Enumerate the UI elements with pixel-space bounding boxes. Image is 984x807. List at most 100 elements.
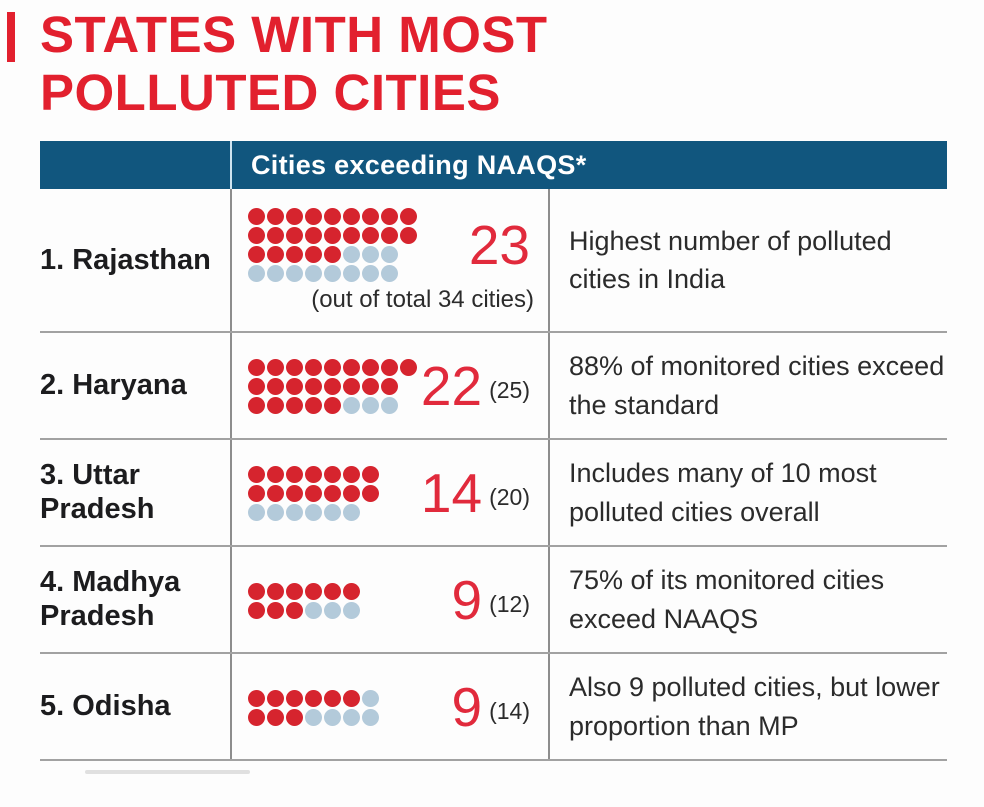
dot-within-icon [381, 265, 398, 283]
dot-exceeding-icon [381, 208, 398, 226]
note-text: 75% of its monitored cities exceed NAAQS [548, 547, 947, 653]
dot-exceeding-icon [286, 227, 303, 245]
dot-exceeding-icon [248, 378, 265, 396]
dot-exceeding-icon [248, 601, 265, 619]
dots-cell: 14 (20) [230, 440, 548, 546]
dots-cell: 9 (14) [230, 654, 548, 760]
count-value: 14 [420, 462, 483, 525]
state-label: 4. Madhya Pradesh [40, 566, 181, 632]
dot-exceeding-icon [267, 582, 284, 600]
dot-within-icon [324, 265, 341, 283]
dot-within-icon [305, 504, 322, 522]
state-label: 5. Odisha [40, 690, 171, 723]
count-value: 9 [451, 569, 483, 632]
dot-exceeding-icon [248, 208, 265, 226]
dot-exceeding-icon [286, 246, 303, 264]
note-text: Includes many of 10 most polluted cities… [548, 440, 947, 546]
dot-exceeding-icon [305, 689, 322, 707]
dot-exceeding-icon [324, 689, 341, 707]
count-group: 9 (14) [452, 680, 539, 735]
dot-within-icon [343, 601, 360, 619]
title-line-1: STATES WITH MOST [40, 6, 548, 63]
dot-exceeding-icon [286, 378, 303, 396]
dot-exceeding-icon [248, 689, 265, 707]
dot-exceeding-icon [286, 485, 303, 503]
dot-within-icon [362, 689, 379, 707]
page-title: STATES WITH MOST POLLUTED CITIES [40, 6, 984, 121]
dot-exceeding-icon [267, 689, 284, 707]
total-value: (20) [489, 484, 530, 511]
dot-exceeding-icon [305, 359, 322, 377]
dot-exceeding-icon [324, 485, 341, 503]
dot-grid [248, 582, 360, 619]
dot-within-icon [305, 265, 322, 283]
dot-within-icon [267, 265, 284, 283]
count-group: 9 (12) [452, 573, 539, 628]
dots-cell: 9 (12) [230, 547, 548, 653]
dot-within-icon [343, 265, 360, 283]
dot-exceeding-icon [324, 397, 341, 415]
dot-exceeding-icon [362, 208, 379, 226]
dot-exceeding-icon [286, 582, 303, 600]
dot-exceeding-icon [324, 227, 341, 245]
title-line-2: POLLUTED CITIES [40, 63, 501, 121]
dot-exceeding-icon [286, 397, 303, 415]
dot-exceeding-icon [305, 397, 322, 415]
dot-row [248, 504, 379, 522]
dot-row [248, 466, 379, 484]
count-value: 22 [420, 355, 483, 418]
dot-grid [248, 689, 379, 726]
dot-grid [248, 359, 417, 415]
dot-exceeding-icon [305, 582, 322, 600]
count-value: 23 [468, 213, 530, 276]
dot-exceeding-icon [286, 208, 303, 226]
table-header: Cities exceeding NAAQS* [40, 141, 947, 190]
dot-exceeding-icon [343, 485, 360, 503]
dot-exceeding-icon [362, 378, 379, 396]
dot-exceeding-icon [343, 227, 360, 245]
dot-exceeding-icon [267, 208, 284, 226]
dot-row [248, 689, 379, 707]
count-group: 14 (20) [421, 466, 538, 521]
dot-within-icon [343, 397, 360, 415]
dot-row [248, 359, 417, 377]
dot-exceeding-icon [362, 227, 379, 245]
states-table: 1. Rajasthan 23 (out of total 34 cities)… [40, 189, 947, 762]
footnote-cutoff [85, 770, 250, 775]
total-value: (14) [489, 698, 530, 725]
dot-row [248, 582, 360, 600]
note-text: Highest number of polluted cities in Ind… [548, 189, 947, 332]
dot-within-icon [286, 265, 303, 283]
dot-exceeding-icon [248, 582, 265, 600]
table-row-haryana: 2. Haryana 22 (25) 88% of monitored citi… [40, 333, 947, 441]
total-value: (25) [489, 377, 530, 404]
dot-exceeding-icon [267, 601, 284, 619]
dots-caption: (out of total 34 cities) [311, 286, 534, 314]
red-accent-bar [7, 12, 15, 62]
dot-exceeding-icon [381, 359, 398, 377]
dot-exceeding-icon [267, 378, 284, 396]
count-value: 9 [451, 676, 483, 739]
dot-exceeding-icon [267, 246, 284, 264]
dot-exceeding-icon [324, 582, 341, 600]
dot-exceeding-icon [248, 397, 265, 415]
dot-exceeding-icon [286, 359, 303, 377]
dot-exceeding-icon [324, 246, 341, 264]
dot-within-icon [305, 708, 322, 726]
count-group: 23 [468, 213, 538, 276]
dot-grid [248, 208, 417, 283]
dot-within-icon [305, 601, 322, 619]
dot-exceeding-icon [267, 359, 284, 377]
dot-exceeding-icon [267, 466, 284, 484]
dot-within-icon [248, 504, 265, 522]
dot-within-icon [324, 504, 341, 522]
dot-within-icon [362, 397, 379, 415]
dot-within-icon [362, 708, 379, 726]
dots-cell: 23 (out of total 34 cities) [230, 189, 548, 332]
dot-exceeding-icon [324, 208, 341, 226]
header-column-label: Cities exceeding NAAQS* [251, 149, 587, 180]
dot-row [248, 378, 417, 396]
dot-exceeding-icon [343, 466, 360, 484]
dot-row [248, 601, 360, 619]
dot-exceeding-icon [267, 227, 284, 245]
